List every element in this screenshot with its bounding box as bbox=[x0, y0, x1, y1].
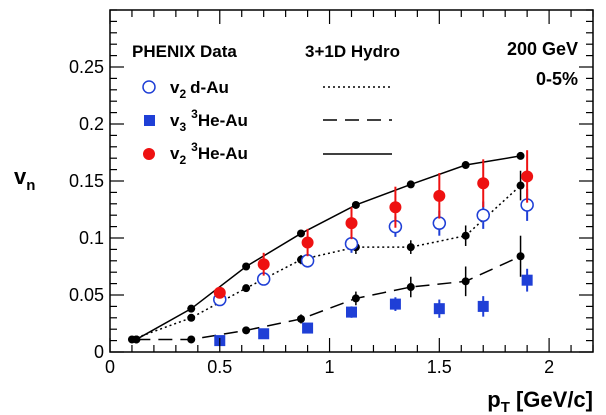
legend-label-v: v bbox=[170, 144, 180, 163]
y-tick-label: 0.15 bbox=[69, 171, 104, 191]
data-point-filled-circle bbox=[389, 201, 402, 214]
data-point-filled-circle bbox=[521, 170, 534, 183]
hydro-point bbox=[461, 231, 470, 240]
axes: 0 0.5 1 1.5 2 0 0.05 0.1 0.15 0.2 0.25 bbox=[69, 9, 594, 377]
x-axis-title: pT [GeV/c] bbox=[487, 387, 593, 415]
y-axis-title: vn bbox=[14, 164, 35, 194]
legend-label: v23He-Au bbox=[170, 140, 248, 167]
hydro-point bbox=[242, 284, 251, 293]
data-point-square bbox=[521, 274, 533, 286]
hydro-point bbox=[406, 180, 415, 189]
legend-label-system: He-Au bbox=[198, 144, 248, 163]
hydro-point bbox=[187, 304, 196, 313]
data-point-filled-circle bbox=[345, 217, 358, 230]
x-tick-label: 1 bbox=[325, 357, 335, 377]
hydro-point bbox=[187, 313, 196, 322]
hydro-point bbox=[351, 200, 360, 209]
hydro-curve-solid bbox=[135, 155, 521, 341]
x-tick-label: 0.5 bbox=[207, 357, 232, 377]
y-tick-label: 0.2 bbox=[79, 114, 104, 134]
data-point-open-circle bbox=[432, 216, 447, 230]
data-point-square bbox=[477, 300, 489, 312]
legend-label: v2 d-Au bbox=[170, 78, 229, 101]
legend-label-sub: 2 bbox=[179, 87, 186, 101]
hydro-point bbox=[461, 161, 470, 170]
hydro-point bbox=[187, 335, 196, 344]
legend-label: v33He-Au bbox=[170, 107, 248, 134]
hydro-point bbox=[461, 277, 470, 286]
data-point-open-circle bbox=[476, 208, 490, 222]
legend-filled-circle-marker bbox=[143, 148, 155, 160]
data-point-square bbox=[258, 328, 270, 340]
hydro-point bbox=[406, 243, 415, 252]
hydro-point bbox=[242, 326, 251, 335]
legend-entry-v2-dau: v2 d-Au bbox=[142, 78, 392, 101]
x-axis-title-main: p bbox=[487, 387, 500, 412]
legend-hydro-header: 3+1D Hydro bbox=[305, 42, 400, 61]
hydro-point bbox=[351, 294, 360, 303]
legend-label-system: d-Au bbox=[190, 78, 229, 97]
data-point-square bbox=[302, 322, 314, 334]
legend-entry-v2-heau: v23He-Au bbox=[143, 140, 392, 167]
legend-label-v: v bbox=[170, 111, 180, 130]
legend-data-header: PHENIX Data bbox=[132, 42, 237, 61]
plot-marks bbox=[127, 150, 534, 347]
data-point-filled-circle bbox=[213, 286, 226, 299]
y-tick-label: 0.05 bbox=[69, 285, 104, 305]
hydro-point bbox=[297, 229, 306, 238]
data-point-filled-circle bbox=[433, 189, 446, 202]
legend-open-circle-marker bbox=[142, 80, 156, 94]
y-axis-title-sub: n bbox=[26, 177, 35, 194]
y-tick-label: 0 bbox=[94, 342, 104, 362]
hydro-point bbox=[242, 262, 251, 271]
data-point-filled-circle bbox=[477, 177, 490, 190]
y-tick-label: 0.25 bbox=[69, 57, 104, 77]
y-axis-title-main: v bbox=[14, 164, 27, 189]
x-axis-title-unit: [GeV/c] bbox=[510, 387, 593, 412]
energy-annotation: 200 GeV bbox=[507, 39, 578, 59]
y-tick-label: 0.1 bbox=[79, 228, 104, 248]
centrality-annotation: 0-5% bbox=[536, 69, 578, 89]
x-tick-label: 1.5 bbox=[427, 357, 452, 377]
legend-entry-v3-heau: v33He-Au bbox=[144, 107, 392, 134]
legend-label-sub: 2 bbox=[179, 153, 186, 167]
data-point-square bbox=[433, 303, 445, 315]
data-point-open-circle bbox=[300, 254, 315, 268]
hydro-point bbox=[297, 314, 306, 323]
legend-label-system: He-Au bbox=[198, 111, 248, 130]
x-tick-label: 0 bbox=[105, 357, 115, 377]
data-point-square bbox=[346, 306, 357, 318]
hydro-point bbox=[516, 181, 525, 190]
legend-filled-square-marker bbox=[144, 115, 155, 126]
data-point-square bbox=[389, 298, 401, 310]
hydro-point bbox=[516, 252, 525, 261]
data-point-filled-circle bbox=[301, 236, 314, 249]
x-tick-label: 2 bbox=[544, 357, 554, 377]
legend-label-v: v bbox=[170, 78, 180, 97]
hydro-point bbox=[132, 335, 141, 344]
data-point-open-circle bbox=[344, 236, 359, 251]
hydro-point bbox=[406, 283, 415, 292]
legend-label-sub: 3 bbox=[179, 120, 186, 134]
legend-label-sup: 3 bbox=[191, 140, 198, 154]
hydro-curve-dotted bbox=[131, 185, 522, 341]
data-point-filled-circle bbox=[257, 258, 270, 271]
x-axis-title-sub: T bbox=[501, 399, 510, 415]
hydro-point bbox=[516, 151, 525, 160]
legend-label-sup: 3 bbox=[191, 107, 198, 121]
